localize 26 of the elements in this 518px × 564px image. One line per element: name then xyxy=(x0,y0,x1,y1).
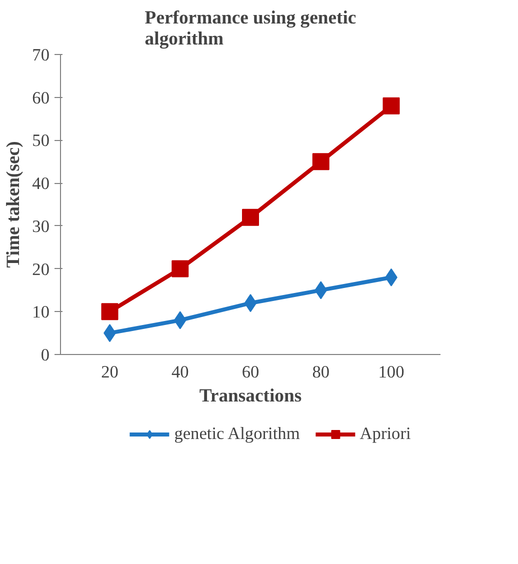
legend-label: genetic Algorithm xyxy=(174,424,300,444)
chart-title: Performance using genetic algorithm xyxy=(144,8,356,50)
y-tick-label: 10 xyxy=(32,302,50,322)
y-tick-label: 20 xyxy=(32,260,50,279)
y-tick-label: 70 xyxy=(32,46,50,64)
x-tick-label: 40 xyxy=(171,362,189,382)
y-tick-label: 50 xyxy=(32,131,50,150)
legend-label: Apriori xyxy=(360,424,411,444)
point xyxy=(172,260,189,278)
x-tick-label: 80 xyxy=(312,362,330,382)
y-axis-title: Time taken(sec) xyxy=(3,141,24,268)
x-tick-label: 20 xyxy=(101,362,118,382)
point xyxy=(174,311,186,330)
y-tick-label: 60 xyxy=(32,88,50,108)
point xyxy=(244,294,257,312)
x-axis-title: Transactions xyxy=(199,386,302,406)
point xyxy=(314,281,328,300)
y-tick-label: 0 xyxy=(40,346,50,364)
point xyxy=(101,303,118,320)
point xyxy=(242,208,259,226)
y-tick-label: 40 xyxy=(32,174,50,194)
x-tick-label: 100 xyxy=(378,362,404,382)
x-tick-label: 60 xyxy=(242,362,260,382)
point xyxy=(382,97,400,114)
point xyxy=(312,153,330,170)
y-tick-label: 30 xyxy=(32,216,50,236)
